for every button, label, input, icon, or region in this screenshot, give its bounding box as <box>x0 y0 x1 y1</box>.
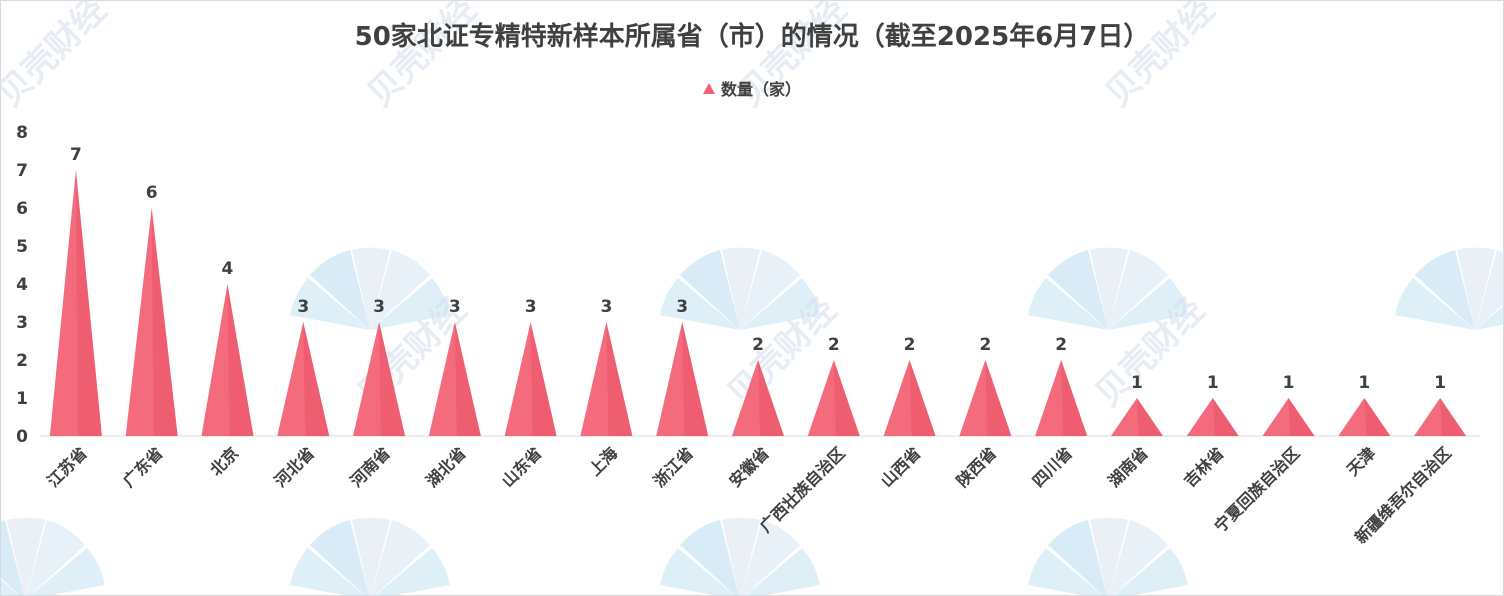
triangle-mark <box>807 360 860 436</box>
x-tick-label: 湖北省 <box>422 443 469 490</box>
data-label: 2 <box>752 335 764 355</box>
x-tick-label: 四川省 <box>1029 443 1076 490</box>
x-tick-label: 上海 <box>585 443 621 479</box>
triangle-mark-shade <box>379 322 406 436</box>
triangle-mark-shade <box>1061 360 1088 436</box>
triangle-mark-shade <box>1288 398 1315 436</box>
y-tick-label: 5 <box>16 237 28 257</box>
x-tick-label: 广东省 <box>119 443 166 490</box>
triangle-mark-shade <box>454 322 481 436</box>
triangle-mark <box>1035 360 1088 436</box>
y-tick-label: 7 <box>16 161 28 181</box>
x-tick-label: 天津 <box>1343 443 1379 479</box>
triangle-mark-shade <box>1440 398 1467 436</box>
triangle-mark-shade <box>909 360 936 436</box>
x-tick-label: 浙江省 <box>650 443 697 490</box>
triangle-mark <box>1110 398 1163 436</box>
triangle-mark <box>504 322 557 436</box>
data-label: 1 <box>1131 373 1143 393</box>
triangle-mark <box>277 322 330 436</box>
data-label: 2 <box>904 335 916 355</box>
triangle-mark-shade <box>758 360 784 436</box>
data-label: 1 <box>1283 373 1295 393</box>
data-label: 2 <box>979 335 991 355</box>
x-tick-label: 山西省 <box>877 443 924 490</box>
triangle-mark <box>201 284 254 436</box>
triangle-mark-shade <box>530 322 557 436</box>
x-tick-label: 吉林省 <box>1180 443 1227 490</box>
triangle-mark-shade <box>1212 398 1239 436</box>
data-label: 3 <box>600 297 612 317</box>
triangle-mark <box>1186 398 1239 436</box>
triangle-mark-shade <box>682 322 709 436</box>
triangle-mark <box>1338 398 1391 436</box>
triangle-mark-shade <box>606 322 633 436</box>
triangle-mark-shade <box>303 322 330 436</box>
triangle-mark <box>353 322 406 436</box>
data-label: 2 <box>1055 335 1067 355</box>
y-tick-label: 3 <box>16 313 28 333</box>
y-tick-label: 4 <box>16 275 28 295</box>
data-label: 1 <box>1434 373 1446 393</box>
triangle-mark-shade <box>1136 398 1163 436</box>
triangle-mark <box>883 360 936 436</box>
triangle-mark-shade <box>151 208 178 436</box>
triangle-mark <box>732 360 784 436</box>
triangle-mark-shade <box>75 170 102 436</box>
triangle-mark <box>656 322 709 436</box>
data-label: 6 <box>146 183 158 203</box>
triangle-mark-shade <box>833 360 860 436</box>
triangle-mark <box>580 322 633 436</box>
x-tick-label: 山东省 <box>498 443 545 490</box>
data-label: 1 <box>1207 373 1219 393</box>
data-label: 4 <box>222 259 234 279</box>
data-label: 3 <box>297 297 309 317</box>
triangle-mark <box>125 208 178 436</box>
triangle-mark-shade <box>1364 398 1391 436</box>
data-label: 7 <box>70 145 82 165</box>
data-label: 3 <box>676 297 688 317</box>
y-tick-label: 8 <box>16 123 28 143</box>
data-label: 3 <box>449 297 461 317</box>
chart-title: 50家北证专精特新样本所属省（市）的情况（截至2025年6月7日） <box>354 22 1150 52</box>
x-tick-label: 湖南省 <box>1104 443 1151 490</box>
x-tick-label: 江苏省 <box>43 443 90 490</box>
triangle-mark <box>1262 398 1315 436</box>
data-label: 3 <box>525 297 537 317</box>
triangle-mark <box>1414 398 1467 436</box>
x-tick-label: 陕西省 <box>953 443 1000 490</box>
data-label: 2 <box>828 335 840 355</box>
data-label: 3 <box>373 297 385 317</box>
y-tick-label: 6 <box>16 199 28 219</box>
legend-swatch-icon <box>702 83 715 94</box>
triangle-mark-shade <box>985 360 1012 436</box>
triangle-mark <box>428 322 481 436</box>
x-tick-label: 北京 <box>206 443 242 479</box>
x-tick-label: 河北省 <box>271 443 318 490</box>
x-tick-label: 河南省 <box>346 443 393 490</box>
triangle-mark <box>49 170 102 436</box>
triangle-mark <box>959 360 1012 436</box>
legend: 数量（家） <box>0 76 1504 100</box>
legend-label: 数量（家） <box>720 80 801 99</box>
x-tick-label: 安徽省 <box>725 443 772 490</box>
y-tick-label: 0 <box>16 427 28 447</box>
data-label: 1 <box>1358 373 1370 393</box>
y-tick-label: 2 <box>16 351 28 371</box>
triangle-mark-shade <box>227 284 254 436</box>
y-tick-label: 1 <box>16 389 28 409</box>
